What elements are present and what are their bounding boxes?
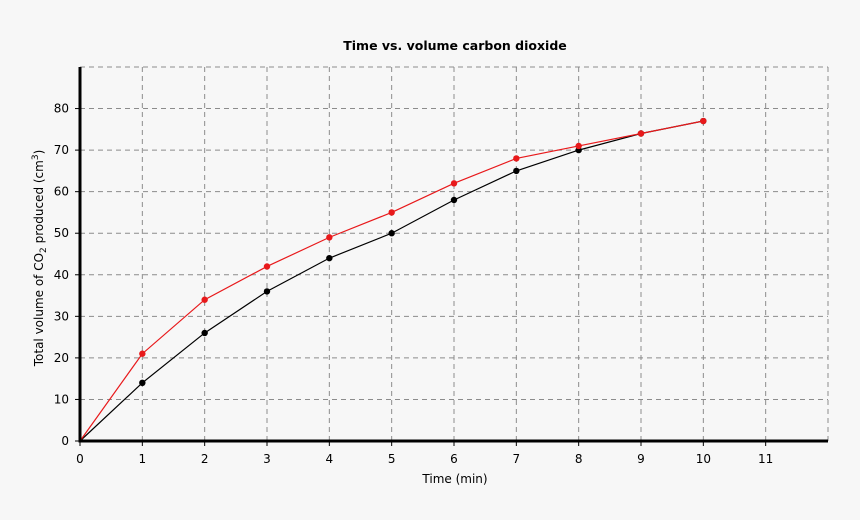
- x-tick-label: 5: [388, 452, 396, 466]
- data-point: [201, 296, 208, 303]
- data-point: [388, 209, 395, 216]
- y-tick-label: 20: [54, 351, 69, 365]
- data-point: [263, 263, 271, 270]
- series-layer: [79, 117, 707, 442]
- x-tick-label: 9: [637, 452, 645, 466]
- axes: [78, 67, 828, 443]
- y-tick-label: 70: [54, 143, 69, 157]
- data-point: [326, 254, 333, 262]
- x-tick-label: 7: [513, 452, 521, 466]
- y-tick-label: 10: [54, 392, 69, 406]
- data-point: [201, 329, 208, 337]
- y-tick-label: 30: [54, 309, 69, 323]
- x-tick-label: 1: [139, 452, 147, 466]
- grid: [80, 66, 829, 441]
- data-point: [513, 167, 520, 175]
- x-tick-label: 11: [758, 452, 773, 466]
- data-point: [513, 155, 520, 162]
- data-point: [450, 196, 458, 204]
- y-axis-label: Total volume of CO2 produced (cm3): [31, 150, 49, 368]
- x-tick-label: 6: [450, 452, 458, 466]
- x-tick-label: 0: [76, 452, 84, 466]
- data-point: [575, 142, 582, 150]
- data-point: [637, 130, 645, 137]
- y-tick-label: 80: [54, 102, 69, 116]
- x-tick-label: 4: [326, 452, 334, 466]
- y-tick-label: 60: [54, 185, 69, 199]
- x-tick-label: 3: [263, 452, 271, 466]
- data-point: [326, 234, 333, 241]
- x-axis-label: Time (min): [421, 472, 487, 486]
- x-tick-label: 8: [575, 452, 583, 466]
- chart-title: Time vs. volume carbon dioxide: [343, 38, 567, 53]
- y-tick-label: 40: [54, 268, 69, 282]
- data-point: [139, 379, 146, 387]
- series-1: [79, 117, 707, 442]
- data-point: [388, 230, 395, 237]
- data-point: [450, 180, 458, 187]
- x-tick-label: 10: [696, 452, 711, 466]
- y-tick-label: 0: [61, 434, 69, 448]
- data-point: [263, 288, 271, 295]
- data-point: [139, 350, 146, 357]
- series-2: [79, 117, 707, 442]
- y-tick-label: 50: [54, 226, 69, 240]
- data-point: [700, 117, 707, 125]
- tick-labels: 0 1 2 3 4 5 6 7 8 9 10 11 0 10 20 30 40 50 60 70 80: [54, 102, 774, 466]
- x-tick-label: 2: [201, 452, 209, 466]
